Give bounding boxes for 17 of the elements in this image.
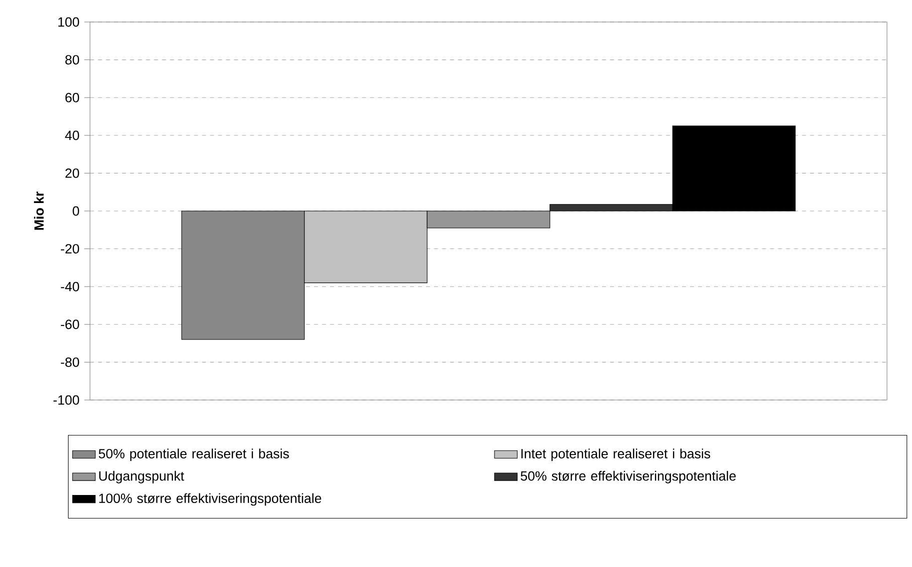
legend-label: 50% potentiale realiseret i basis bbox=[98, 448, 289, 462]
legend-label: 50% større effektiviseringspotentiale bbox=[520, 470, 736, 484]
y-tick-label: -80 bbox=[60, 357, 80, 367]
y-tick-label: 0 bbox=[72, 206, 80, 216]
legend-label: 100% større effektiviseringspotentiale bbox=[99, 493, 322, 506]
y-tick-label: 40 bbox=[65, 130, 80, 140]
legend-label: Udgangspunkt bbox=[99, 470, 184, 484]
y-tick-label: 60 bbox=[65, 92, 80, 102]
legend-label: Intet potentiale realiseret i basis bbox=[521, 448, 710, 462]
y-tick-label: 80 bbox=[65, 55, 80, 65]
y-axis-title: Mio kr bbox=[34, 192, 44, 230]
y-tick-label: 20 bbox=[65, 168, 80, 178]
y-tick-label: -60 bbox=[60, 320, 80, 330]
y-tick-label: -20 bbox=[60, 244, 80, 254]
y-tick-label: -100 bbox=[54, 395, 80, 405]
y-tick-label: -40 bbox=[60, 282, 80, 292]
y-tick-label: 100 bbox=[58, 17, 80, 27]
